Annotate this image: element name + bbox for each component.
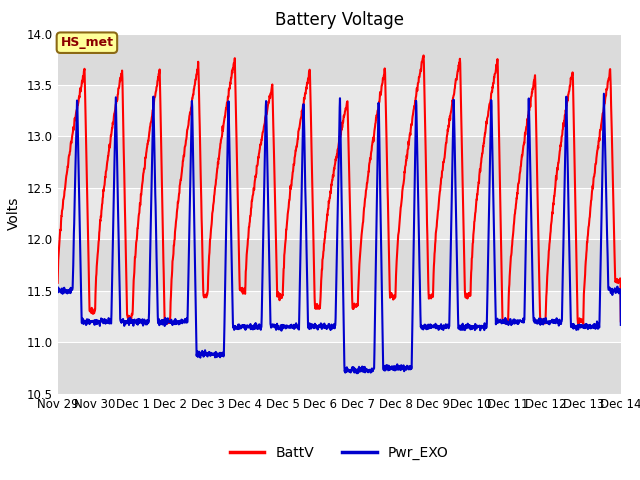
Pwr_EXO — [264, 213, 272, 218]
Pwr_EXO — [174, 319, 182, 325]
Pwr_EXO — [286, 323, 294, 328]
Pwr_EXO — [617, 322, 625, 328]
Bar — [58, 342, 621, 394]
Pwr_EXO — [54, 287, 61, 293]
BattV — [86, 309, 93, 314]
Line: Pwr_EXO: Pwr_EXO — [58, 94, 621, 373]
BattV — [174, 199, 182, 204]
BattV — [286, 188, 294, 193]
Line: BattV: BattV — [58, 56, 621, 324]
Pwr_EXO — [438, 324, 446, 329]
BattV — [438, 168, 446, 174]
Y-axis label: Volts: Volts — [7, 197, 21, 230]
Pwr_EXO — [600, 91, 608, 96]
Bar — [58, 34, 621, 85]
BattV — [420, 53, 428, 59]
Title: Battery Voltage: Battery Voltage — [275, 11, 404, 29]
BattV — [284, 216, 291, 222]
Bar — [58, 136, 621, 188]
Bar — [58, 240, 621, 291]
Text: HS_met: HS_met — [60, 36, 113, 49]
BattV — [617, 318, 625, 324]
Pwr_EXO — [284, 324, 291, 329]
Legend: BattV, Pwr_EXO: BattV, Pwr_EXO — [224, 441, 454, 466]
Pwr_EXO — [354, 371, 362, 376]
BattV — [575, 321, 582, 327]
BattV — [264, 101, 272, 107]
Pwr_EXO — [86, 320, 93, 325]
BattV — [54, 280, 61, 286]
